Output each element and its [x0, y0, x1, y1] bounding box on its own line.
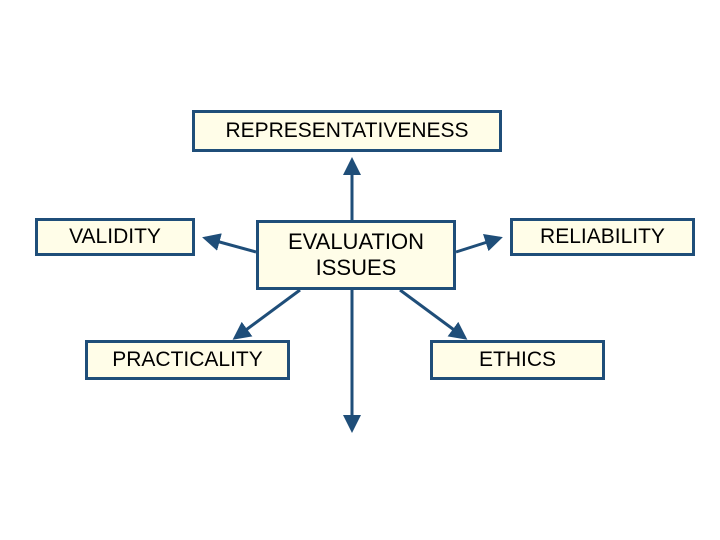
- center-label-1: EVALUATION: [288, 229, 424, 255]
- top-label: REPRESENTATIVENESS: [225, 119, 468, 143]
- left-label: VALIDITY: [69, 225, 161, 249]
- center-label-2: ISSUES: [288, 255, 424, 281]
- right-label: RELIABILITY: [540, 225, 665, 249]
- bottomright-label: ETHICS: [479, 348, 556, 372]
- bottomleft-label: PRACTICALITY: [112, 348, 263, 372]
- top-node: REPRESENTATIVENESS: [192, 110, 502, 152]
- bottomright-node: ETHICS: [430, 340, 605, 380]
- right-node: RELIABILITY: [510, 218, 695, 256]
- left-node: VALIDITY: [35, 218, 195, 256]
- center-node: EVALUATION ISSUES: [256, 220, 456, 290]
- bottomleft-node: PRACTICALITY: [85, 340, 290, 380]
